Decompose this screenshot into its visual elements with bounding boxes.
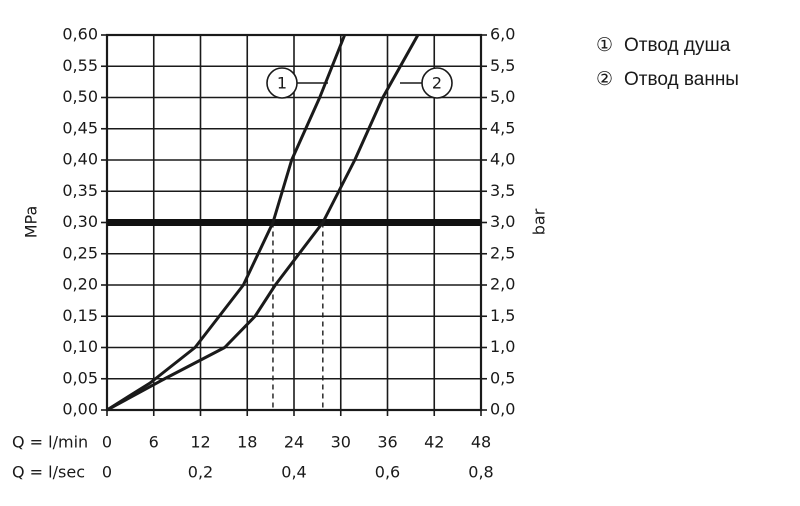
x-tick-label: 42 [424, 433, 444, 452]
x2-tick-label: 0,6 [375, 463, 400, 482]
x2-tick-label: 0,2 [188, 463, 213, 482]
x-tick-label: 30 [331, 433, 351, 452]
callout-label: 1 [277, 74, 287, 93]
callout-label: 2 [432, 74, 442, 93]
y2-tick-label: 6,0 [490, 25, 515, 44]
y-tick-label: 0,45 [62, 118, 98, 137]
y2-axis-label: bar [530, 208, 549, 235]
y-tick-label: 0,00 [62, 400, 98, 419]
y-tick-label: 0,35 [62, 181, 98, 200]
y2-tick-label: 0,5 [490, 368, 515, 387]
y2-tick-label: 1,5 [490, 306, 515, 325]
x-tick-label: 6 [149, 433, 159, 452]
y2-tick-label: 3,0 [490, 212, 515, 231]
x-axis-label: Q = l/min [12, 433, 88, 452]
x-tick-label: 12 [190, 433, 210, 452]
y2-tick-label: 1,0 [490, 337, 515, 356]
y-tick-label: 0,25 [62, 243, 98, 262]
y-tick-label: 0,05 [62, 368, 98, 387]
x-tick-label: 24 [284, 433, 304, 452]
y-axis-label: MPa [22, 206, 41, 239]
x-tick-label: 36 [377, 433, 397, 452]
y2-tick-label: 4,5 [490, 118, 515, 137]
legend-symbol: ① [596, 35, 613, 56]
callout-circle [421, 67, 453, 99]
y-tick-label: 0,50 [62, 87, 98, 106]
y-tick-label: 0,55 [62, 56, 98, 75]
legend-symbol: ② [596, 69, 613, 90]
y2-tick-label: 3,5 [490, 181, 515, 200]
y-tick-label: 0,60 [62, 25, 98, 44]
x-tick-label: 0 [102, 433, 112, 452]
x2-axis-label: Q = l/sec [12, 463, 85, 482]
y-tick-label: 0,20 [62, 275, 98, 294]
y2-tick-label: 2,0 [490, 275, 515, 294]
y-tick-label: 0,10 [62, 337, 98, 356]
legend-label: Отвод душа [624, 35, 731, 56]
x2-tick-label: 0 [102, 463, 112, 482]
y2-tick-label: 5,0 [490, 87, 515, 106]
x2-tick-label: 0,8 [468, 463, 493, 482]
y-tick-label: 0,30 [62, 212, 98, 231]
callout-circle [266, 67, 298, 99]
y2-tick-label: 0,0 [490, 400, 515, 419]
series-line [106, 34, 420, 412]
y-tick-label: 0,15 [62, 306, 98, 325]
y2-tick-label: 4,0 [490, 150, 515, 169]
y2-tick-label: 2,5 [490, 243, 515, 262]
y2-tick-label: 5,5 [490, 56, 515, 75]
legend-label: Отвод ванны [624, 69, 739, 90]
x-tick-label: 18 [237, 433, 257, 452]
y-tick-label: 0,40 [62, 150, 98, 169]
x-tick-label: 48 [471, 433, 491, 452]
series-line [106, 34, 347, 412]
x2-tick-label: 0,4 [281, 463, 306, 482]
